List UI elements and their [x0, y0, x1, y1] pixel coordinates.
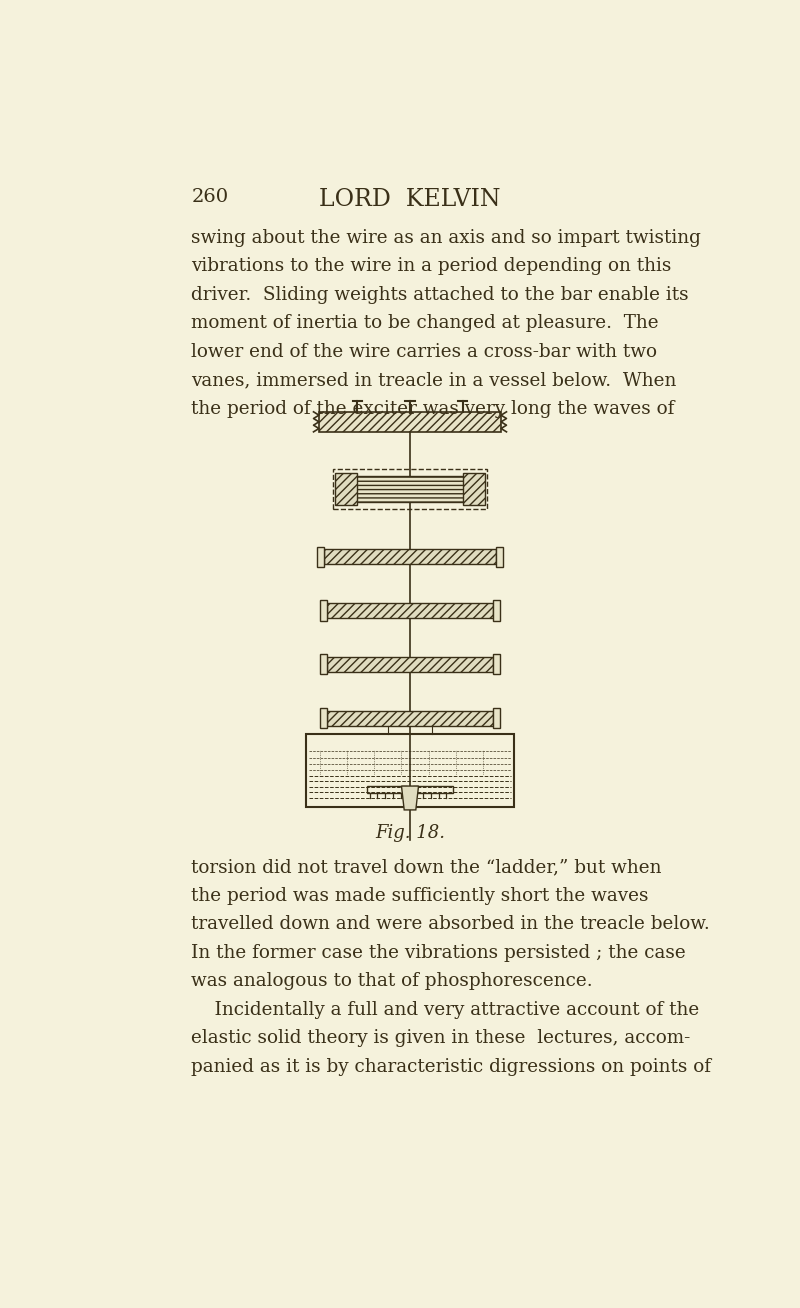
Bar [320, 654, 326, 675]
Bar [320, 708, 326, 729]
Polygon shape [402, 786, 418, 810]
Bar [324, 549, 496, 564]
Text: vanes, immersed in treacle in a vessel below.  When: vanes, immersed in treacle in a vessel b… [191, 371, 677, 388]
Text: elastic solid theory is given in these  lectures, accom-: elastic solid theory is given in these l… [191, 1029, 690, 1048]
Text: the period was made sufficiently short the waves: the period was made sufficiently short t… [191, 887, 649, 905]
Text: 260: 260 [191, 188, 229, 205]
Bar [496, 547, 503, 566]
Bar [366, 786, 407, 793]
Bar [317, 547, 324, 566]
Text: Incidentally a full and very attractive account of the: Incidentally a full and very attractive … [191, 1001, 700, 1019]
Bar [320, 600, 326, 620]
Text: lower end of the wire carries a cross-bar with two: lower end of the wire carries a cross-ba… [191, 343, 658, 361]
Bar [306, 734, 514, 807]
Bar [352, 476, 468, 502]
Text: swing about the wire as an axis and so impart twisting: swing about the wire as an axis and so i… [191, 229, 702, 247]
Text: In the former case the vibrations persisted ; the case: In the former case the vibrations persis… [191, 944, 686, 961]
Text: travelled down and were absorbed in the treacle below.: travelled down and were absorbed in the … [191, 916, 710, 934]
Bar [326, 603, 494, 619]
Bar [494, 708, 500, 729]
Text: torsion did not travel down the “ladder,” but when: torsion did not travel down the “ladder,… [191, 858, 662, 876]
Text: driver.  Sliding weights attached to the bar enable its: driver. Sliding weights attached to the … [191, 285, 689, 303]
Bar [326, 657, 494, 672]
Bar [334, 468, 486, 509]
Bar [463, 472, 485, 505]
Bar [319, 412, 501, 432]
Bar [494, 654, 500, 675]
Text: vibrations to the wire in a period depending on this: vibrations to the wire in a period depen… [191, 258, 672, 275]
Text: panied as it is by characteristic digressions on points of: panied as it is by characteristic digres… [191, 1058, 711, 1076]
Text: LORD  KELVIN: LORD KELVIN [319, 188, 501, 211]
Bar [494, 600, 500, 620]
Bar [413, 786, 454, 793]
Bar [335, 472, 357, 505]
Text: was analogous to that of phosphorescence.: was analogous to that of phosphorescence… [191, 972, 593, 990]
Text: moment of inertia to be changed at pleasure.  The: moment of inertia to be changed at pleas… [191, 314, 659, 332]
Bar [326, 710, 494, 726]
Text: Fig. 18.: Fig. 18. [375, 824, 445, 842]
Text: the period of the exciter was very long the waves of: the period of the exciter was very long … [191, 399, 675, 417]
